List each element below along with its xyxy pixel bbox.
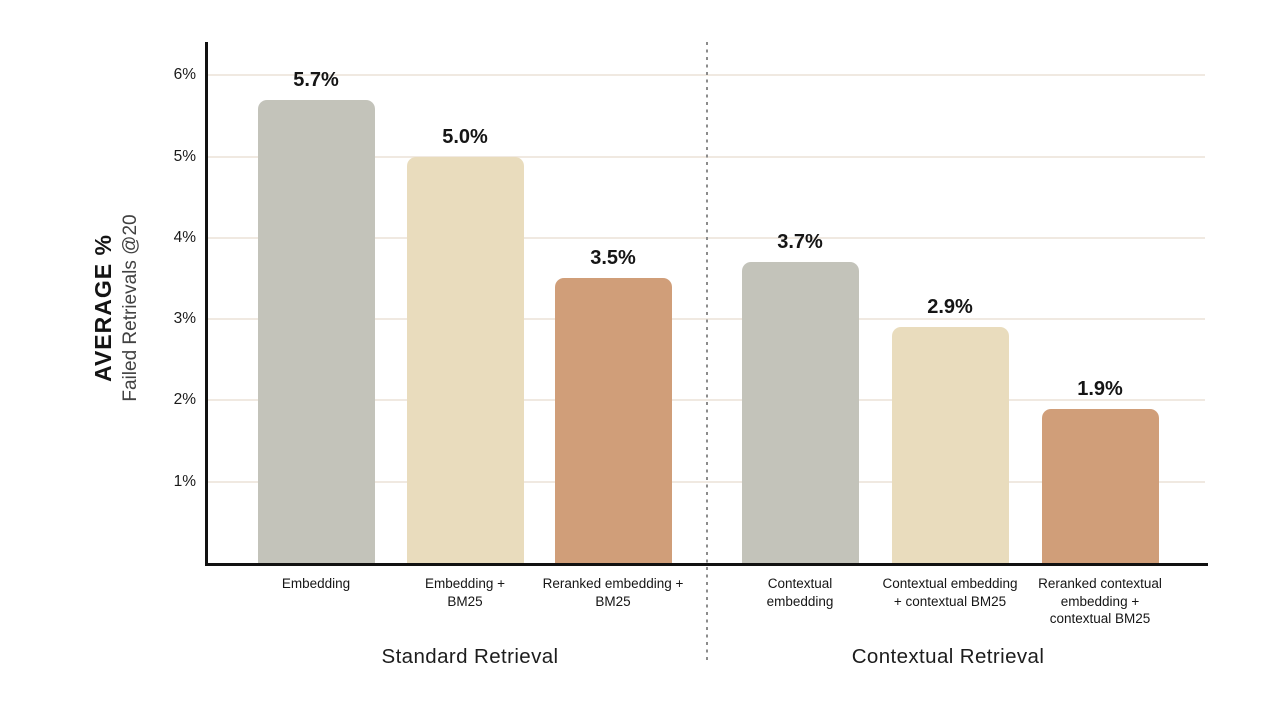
bar-category-label: Contextual embedding + contextual BM25 bbox=[882, 576, 1018, 609]
bar bbox=[741, 262, 859, 563]
y-tick-label: 4% bbox=[173, 228, 196, 246]
y-axis-line bbox=[205, 42, 208, 566]
bar bbox=[554, 278, 672, 563]
bar-category-label: Embedding + BM25 bbox=[425, 576, 505, 609]
bar-value-label: 5.0% bbox=[442, 125, 488, 148]
bar bbox=[257, 99, 375, 563]
y-tick-label: 6% bbox=[173, 66, 196, 84]
bar bbox=[1041, 408, 1159, 563]
group-divider-dashed-line bbox=[706, 42, 708, 663]
bar-category-label: Contextual embedding bbox=[766, 576, 834, 609]
y-tick-label: 5% bbox=[173, 147, 196, 165]
bar-category-label: Reranked embedding + BM25 bbox=[542, 576, 684, 609]
bar bbox=[406, 156, 524, 563]
bar bbox=[891, 327, 1009, 563]
bar-value-label: 5.7% bbox=[293, 68, 339, 91]
y-axis-title-primary: AVERAGE % bbox=[90, 234, 116, 382]
group-title: Contextual Retrieval bbox=[851, 645, 1045, 668]
bar-category-label: Embedding bbox=[281, 576, 351, 591]
plot-area: 5.7% 5.0% 3.5% 3.7% 2.9% 1.9% bbox=[208, 42, 1205, 563]
group-title: Standard Retrieval bbox=[381, 645, 559, 668]
bar-category-label: Reranked contextual embedding + contextual… bbox=[1038, 576, 1162, 626]
bar-value-label: 3.5% bbox=[590, 247, 636, 270]
y-tick-label: 1% bbox=[173, 472, 196, 490]
bar-value-label: 3.7% bbox=[777, 231, 823, 254]
bar-value-label: 1.9% bbox=[1077, 377, 1123, 400]
bar-value-label: 2.9% bbox=[927, 296, 973, 319]
y-tick-label: 3% bbox=[173, 310, 196, 328]
y-tick-label: 2% bbox=[173, 391, 196, 409]
